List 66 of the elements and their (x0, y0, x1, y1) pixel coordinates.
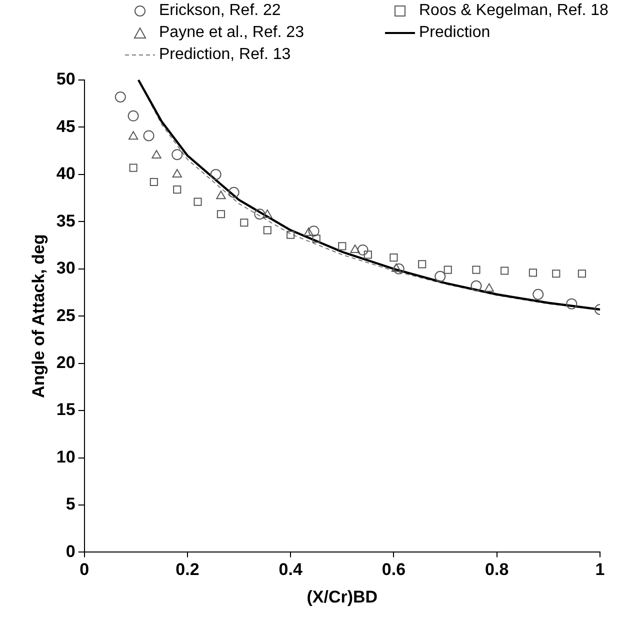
point (364, 250, 372, 259)
point (228, 186, 240, 198)
y-tick-label: 25 (56, 306, 76, 325)
point (172, 168, 182, 178)
legend-label: Erickson, Ref. 22 (159, 2, 281, 20)
y-tick-label: 50 (56, 70, 76, 89)
point (216, 190, 226, 200)
y-tick-label: 0 (66, 542, 76, 561)
point (263, 226, 272, 234)
point (286, 230, 295, 239)
x-tick-label: 0.2 (176, 560, 200, 580)
point (338, 242, 346, 250)
x-tick-label: 0 (80, 560, 90, 580)
y-tick-label: 40 (56, 164, 76, 184)
point (391, 263, 402, 272)
point (129, 164, 138, 172)
y-tick-label: 10 (56, 447, 76, 466)
point (216, 210, 226, 218)
point (150, 178, 158, 186)
y-axis-title: Angle of Attack, deg (28, 234, 48, 398)
legend-label: Payne et al., Ref. 23 (159, 24, 304, 42)
point (254, 208, 266, 220)
point (434, 270, 446, 282)
point (578, 270, 586, 278)
point (128, 110, 139, 122)
point (194, 198, 202, 206)
point (566, 298, 578, 310)
point (152, 150, 162, 159)
x-tick-label: 0.6 (382, 560, 406, 580)
point (128, 131, 138, 140)
point (552, 270, 560, 278)
point (312, 234, 320, 243)
point (500, 266, 509, 275)
point (350, 244, 360, 253)
point (240, 218, 248, 227)
point (472, 266, 480, 274)
y-tick-label: 5 (66, 494, 76, 514)
point (418, 260, 426, 268)
point (304, 227, 314, 236)
legend-label: Roos & Kegelman, Ref. 18 (419, 2, 608, 20)
x-tick-label: 0.4 (278, 560, 303, 580)
point (444, 266, 452, 274)
point (528, 268, 537, 277)
point (172, 149, 183, 160)
point (210, 168, 222, 180)
legend-label: Prediction (419, 24, 490, 42)
legend-label: Prediction, Ref. 13 (159, 46, 291, 64)
x-axis-title: (X/Cr)BD (306, 587, 378, 606)
y-tick-label: 45 (56, 116, 76, 136)
point (532, 288, 544, 300)
point (357, 244, 368, 256)
point (484, 283, 494, 292)
point (470, 280, 482, 292)
x-tick-label: 0.8 (485, 560, 509, 580)
point (390, 254, 398, 262)
y-tick-label: 20 (56, 353, 76, 372)
point (143, 130, 154, 142)
y-tick-label: 15 (56, 400, 76, 420)
y-tick-label: 30 (56, 258, 76, 278)
point (173, 186, 182, 194)
x-tick-label: 1 (595, 560, 605, 580)
point (393, 263, 404, 274)
point (262, 210, 272, 218)
point (114, 92, 126, 102)
point (308, 226, 320, 237)
y-tick-label: 35 (56, 211, 76, 230)
